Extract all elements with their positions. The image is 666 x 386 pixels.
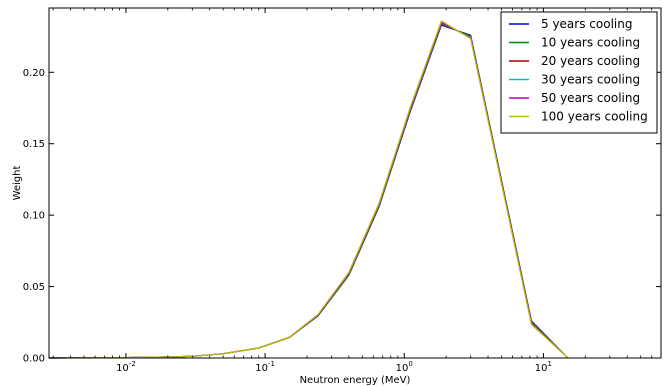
y-axis-label: Weight: [12, 166, 23, 201]
legend-label-2: 10 years cooling: [541, 36, 640, 50]
x-tick-label: 10-1: [255, 360, 275, 374]
axis-ticks: 10-2 10-1 100 101 0.00 0.05 0.10 0.15 0.20: [23, 8, 662, 374]
x-tick-label: 101: [535, 360, 552, 374]
series-line-2: [48, 23, 569, 359]
series-line-6: [48, 20, 569, 359]
plot-area-frame: [48, 7, 662, 359]
legend-label-4: 30 years cooling: [541, 73, 640, 87]
y-tick-label: 0.00: [23, 354, 45, 365]
series-line-5: [48, 21, 569, 359]
x-tick-label: 100: [396, 360, 413, 374]
legend-label-3: 20 years cooling: [541, 54, 640, 68]
y-tick-label: 0.05: [23, 282, 45, 293]
series-layer: [48, 20, 569, 359]
legend-label-5: 50 years cooling: [541, 91, 640, 105]
legend-label-6: 100 years cooling: [541, 110, 648, 124]
y-tick-label: 0.10: [23, 211, 45, 222]
y-tick-label: 0.20: [23, 68, 45, 79]
legend: 5 years cooling 10 years cooling 20 years …: [500, 11, 658, 134]
y-tick-label: 0.15: [23, 139, 45, 150]
x-axis-label: Neutron energy (MeV): [300, 375, 411, 386]
series-line-4: [48, 22, 569, 359]
series-line-3: [48, 23, 569, 359]
legend-box: [500, 11, 658, 134]
legend-label-1: 5 years cooling: [541, 17, 632, 31]
series-line-1: [48, 24, 569, 359]
x-tick-label: 10-2: [116, 360, 136, 374]
